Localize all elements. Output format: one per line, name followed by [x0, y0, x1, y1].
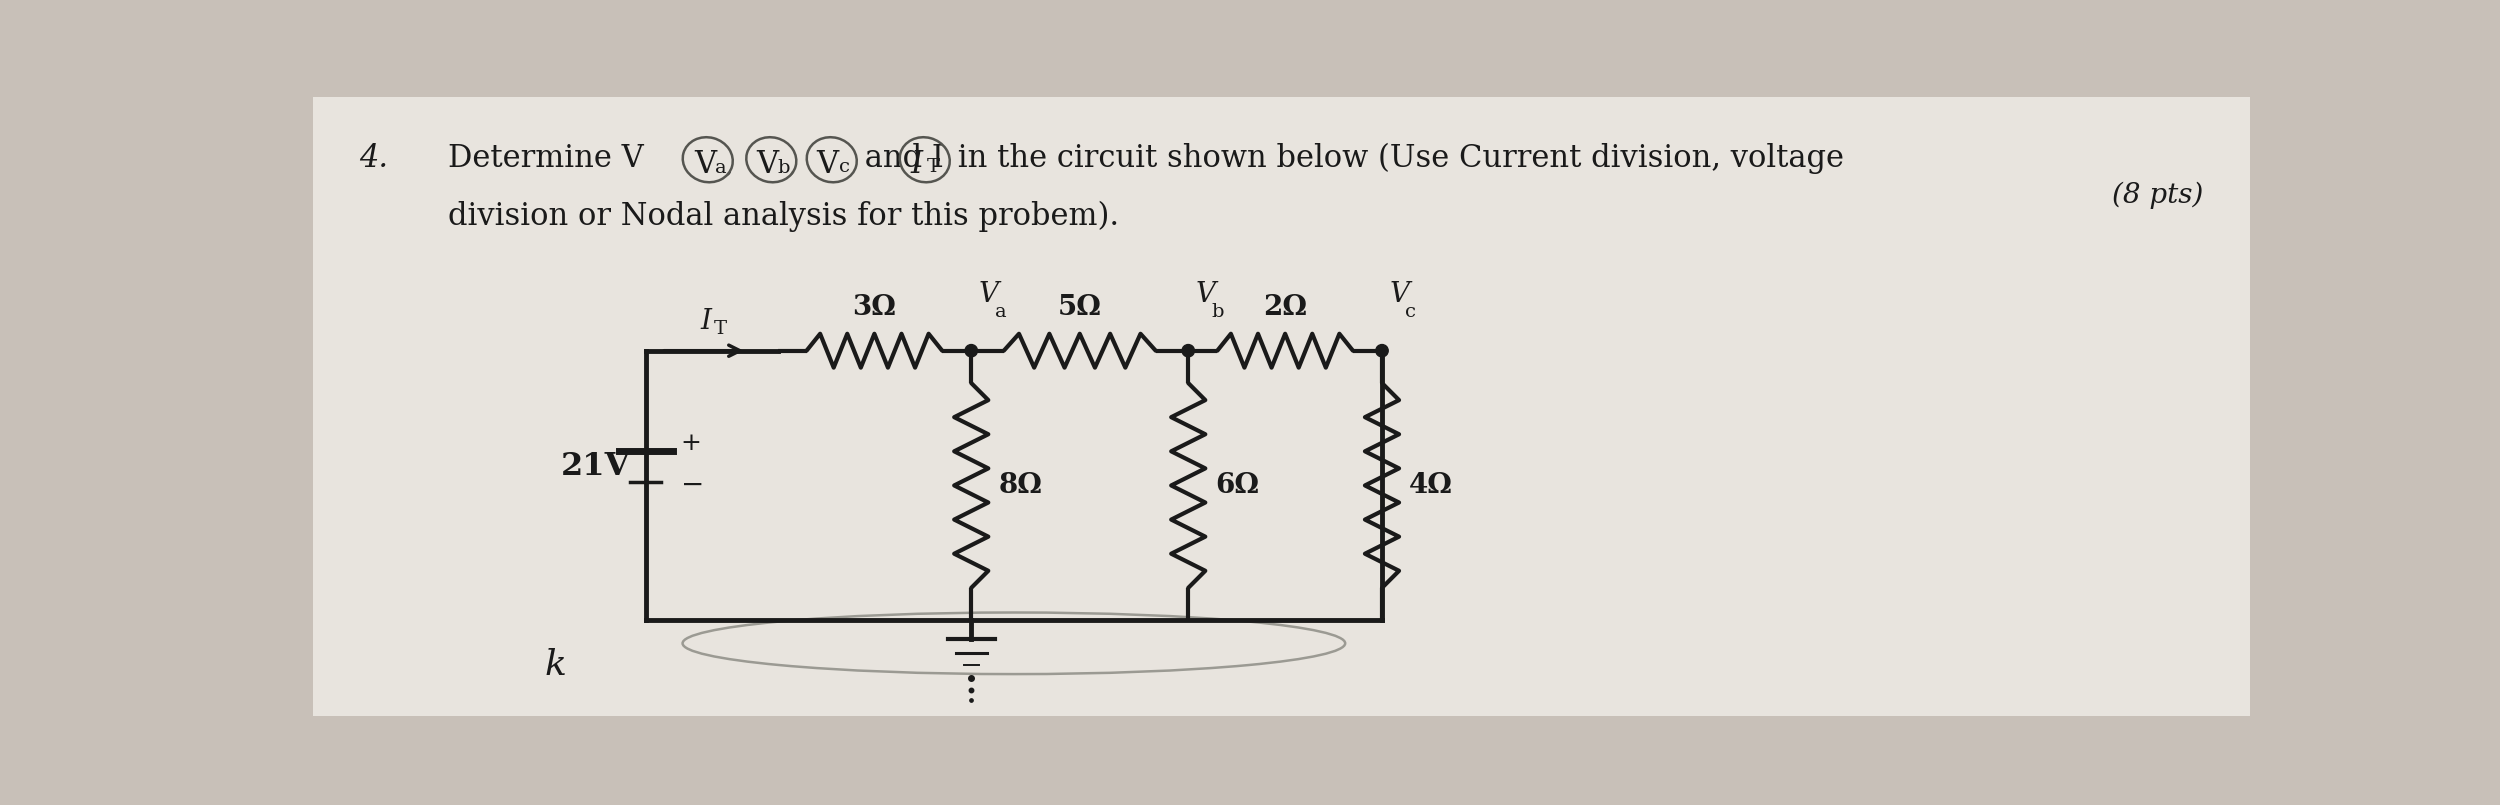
Text: k: k [545, 648, 568, 682]
Text: a,: a, [715, 159, 732, 176]
Text: division or Nodal analysis for this probem).: division or Nodal analysis for this prob… [448, 200, 1120, 232]
Text: in the circuit shown below (Use Current division, voltage: in the circuit shown below (Use Current … [948, 142, 1845, 174]
Text: −: − [680, 472, 705, 499]
Text: 4Ω: 4Ω [1410, 472, 1452, 499]
Text: V: V [695, 149, 715, 180]
Text: 4.: 4. [360, 142, 388, 174]
Text: c: c [1405, 303, 1415, 321]
Text: V: V [815, 149, 838, 180]
Text: Determine V: Determine V [448, 142, 645, 174]
Text: I: I [700, 308, 710, 336]
Text: 8Ω: 8Ω [998, 472, 1042, 499]
Text: b: b [1212, 303, 1225, 321]
Text: I: I [910, 149, 922, 180]
Text: (8 pts): (8 pts) [2112, 181, 2202, 208]
Text: b,: b, [778, 159, 795, 176]
Text: a: a [995, 303, 1005, 321]
Circle shape [1375, 345, 1388, 357]
Text: 21V: 21V [560, 451, 630, 481]
Text: T: T [928, 159, 940, 176]
Text: 6Ω: 6Ω [1215, 472, 1260, 499]
Text: 3Ω: 3Ω [853, 295, 898, 321]
Text: c: c [840, 159, 850, 176]
Text: +: + [680, 431, 702, 455]
Circle shape [1182, 345, 1195, 357]
FancyBboxPatch shape [312, 97, 2250, 716]
Text: T: T [715, 320, 727, 338]
Text: V: V [755, 149, 778, 180]
Text: V: V [980, 282, 1000, 308]
Text: 2Ω: 2Ω [1262, 295, 1308, 321]
Text: 5Ω: 5Ω [1058, 295, 1102, 321]
Text: V: V [1195, 282, 1215, 308]
Text: V: V [1390, 282, 1410, 308]
Circle shape [965, 345, 978, 357]
Text: and I: and I [855, 142, 945, 174]
